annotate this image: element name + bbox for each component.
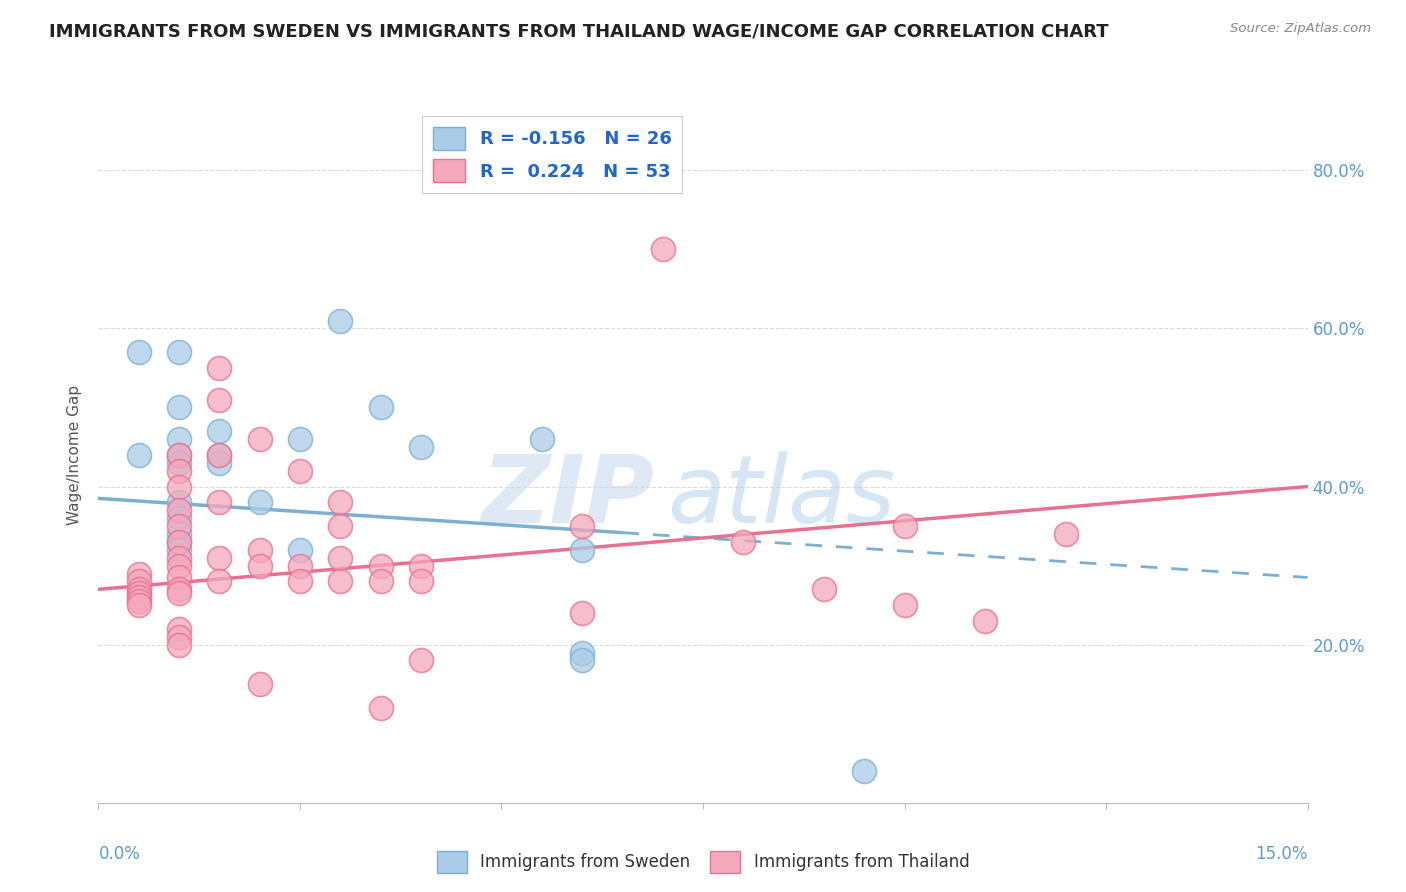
Point: [167, 479, 190, 493]
Point: [208, 448, 231, 462]
Point: [167, 638, 190, 652]
Point: [893, 598, 915, 612]
Point: [651, 243, 673, 257]
Point: [167, 432, 190, 446]
Point: [571, 606, 593, 620]
Point: [813, 582, 835, 597]
Point: [128, 574, 150, 589]
Point: [853, 764, 876, 779]
Point: [329, 495, 352, 509]
Point: [167, 527, 190, 541]
Point: [167, 464, 190, 478]
Point: [288, 558, 311, 573]
Point: [167, 534, 190, 549]
Text: IMMIGRANTS FROM SWEDEN VS IMMIGRANTS FROM THAILAND WAGE/INCOME GAP CORRELATION C: IMMIGRANTS FROM SWEDEN VS IMMIGRANTS FRO…: [49, 22, 1109, 40]
Point: [167, 582, 190, 597]
Point: [208, 574, 231, 589]
Text: 15.0%: 15.0%: [1256, 845, 1308, 863]
Point: [571, 542, 593, 557]
Y-axis label: Wage/Income Gap: Wage/Income Gap: [67, 384, 83, 525]
Point: [329, 313, 352, 327]
Point: [409, 558, 432, 573]
Point: [530, 432, 553, 446]
Point: [167, 503, 190, 517]
Point: [571, 653, 593, 667]
Point: [409, 653, 432, 667]
Point: [208, 495, 231, 509]
Point: [571, 519, 593, 533]
Point: [128, 598, 150, 612]
Point: [208, 360, 231, 375]
Point: [370, 701, 392, 715]
Text: ZIP: ZIP: [482, 450, 655, 542]
Point: [167, 622, 190, 636]
Point: [249, 677, 271, 691]
Point: [288, 432, 311, 446]
Point: [370, 574, 392, 589]
Point: [167, 511, 190, 525]
Point: [167, 558, 190, 573]
Point: [249, 432, 271, 446]
Point: [208, 392, 231, 407]
Point: [167, 345, 190, 359]
Point: [288, 574, 311, 589]
Point: [128, 591, 150, 605]
Point: [329, 519, 352, 533]
Point: [167, 495, 190, 509]
Point: [128, 586, 150, 600]
Legend: Immigrants from Sweden, Immigrants from Thailand: Immigrants from Sweden, Immigrants from …: [430, 845, 976, 880]
Point: [370, 558, 392, 573]
Point: [249, 558, 271, 573]
Point: [167, 542, 190, 557]
Point: [370, 401, 392, 415]
Point: [329, 550, 352, 565]
Point: [167, 448, 190, 462]
Point: [128, 582, 150, 597]
Point: [128, 566, 150, 581]
Point: [288, 464, 311, 478]
Point: [208, 550, 231, 565]
Point: [167, 550, 190, 565]
Point: [409, 574, 432, 589]
Point: [571, 646, 593, 660]
Point: [167, 586, 190, 600]
Point: [329, 574, 352, 589]
Point: [249, 495, 271, 509]
Point: [128, 594, 150, 608]
Point: [167, 401, 190, 415]
Point: [893, 519, 915, 533]
Point: [249, 542, 271, 557]
Text: atlas: atlas: [666, 451, 896, 542]
Point: [167, 448, 190, 462]
Point: [409, 440, 432, 454]
Point: [167, 630, 190, 644]
Point: [167, 519, 190, 533]
Point: [128, 345, 150, 359]
Point: [167, 570, 190, 584]
Point: [128, 448, 150, 462]
Point: [167, 456, 190, 470]
Point: [208, 448, 231, 462]
Point: [167, 534, 190, 549]
Text: 0.0%: 0.0%: [98, 845, 141, 863]
Point: [1054, 527, 1077, 541]
Point: [288, 542, 311, 557]
Point: [208, 424, 231, 438]
Point: [974, 614, 997, 628]
Point: [208, 456, 231, 470]
Text: Source: ZipAtlas.com: Source: ZipAtlas.com: [1230, 22, 1371, 36]
Legend: R = -0.156   N = 26, R =  0.224   N = 53: R = -0.156 N = 26, R = 0.224 N = 53: [422, 116, 682, 194]
Point: [733, 534, 755, 549]
